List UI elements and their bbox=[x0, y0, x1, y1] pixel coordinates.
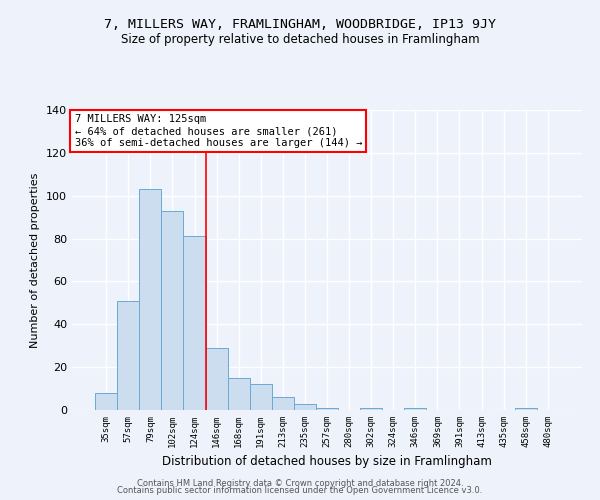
Bar bbox=[360, 408, 382, 410]
Text: 7, MILLERS WAY, FRAMLINGHAM, WOODBRIDGE, IP13 9JY: 7, MILLERS WAY, FRAMLINGHAM, WOODBRIDGE,… bbox=[104, 18, 496, 30]
Bar bbox=[227, 378, 250, 410]
X-axis label: Distribution of detached houses by size in Framlingham: Distribution of detached houses by size … bbox=[162, 456, 492, 468]
Bar bbox=[515, 408, 537, 410]
Text: Size of property relative to detached houses in Framlingham: Size of property relative to detached ho… bbox=[121, 32, 479, 46]
Bar bbox=[139, 190, 161, 410]
Bar bbox=[206, 348, 227, 410]
Bar bbox=[184, 236, 206, 410]
Y-axis label: Number of detached properties: Number of detached properties bbox=[31, 172, 40, 348]
Bar bbox=[117, 300, 139, 410]
Bar bbox=[272, 397, 294, 410]
Bar bbox=[316, 408, 338, 410]
Bar bbox=[95, 393, 117, 410]
Bar bbox=[294, 404, 316, 410]
Bar bbox=[250, 384, 272, 410]
Bar bbox=[404, 408, 427, 410]
Text: 7 MILLERS WAY: 125sqm
← 64% of detached houses are smaller (261)
36% of semi-det: 7 MILLERS WAY: 125sqm ← 64% of detached … bbox=[74, 114, 362, 148]
Text: Contains HM Land Registry data © Crown copyright and database right 2024.: Contains HM Land Registry data © Crown c… bbox=[137, 478, 463, 488]
Text: Contains public sector information licensed under the Open Government Licence v3: Contains public sector information licen… bbox=[118, 486, 482, 495]
Bar bbox=[161, 210, 184, 410]
